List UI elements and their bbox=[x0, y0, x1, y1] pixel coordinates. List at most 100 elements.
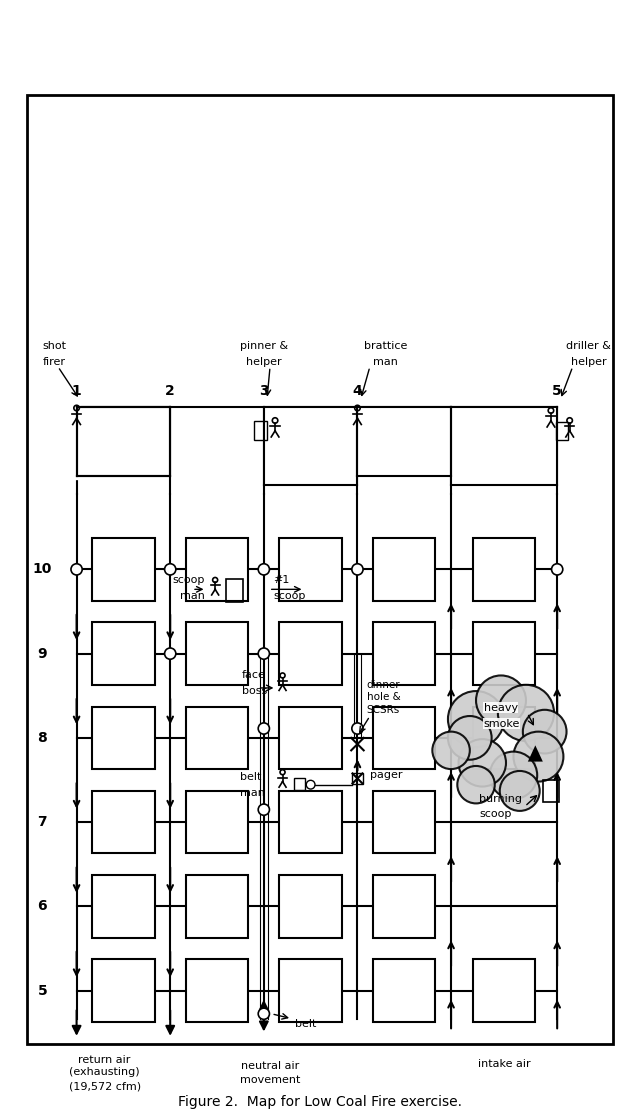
Circle shape bbox=[490, 751, 537, 799]
Text: belt: belt bbox=[240, 773, 262, 783]
Bar bbox=[77, 407, 170, 476]
Bar bbox=[186, 791, 248, 854]
Text: man: man bbox=[180, 591, 205, 601]
Text: shot: shot bbox=[42, 341, 67, 351]
Circle shape bbox=[513, 731, 563, 781]
Bar bbox=[473, 959, 535, 1022]
Bar bbox=[186, 959, 248, 1022]
Text: helper: helper bbox=[571, 356, 606, 366]
Text: 10: 10 bbox=[33, 563, 52, 576]
Text: firer: firer bbox=[42, 356, 65, 366]
Text: scoop: scoop bbox=[273, 591, 305, 601]
Bar bbox=[92, 959, 155, 1022]
Text: pager: pager bbox=[370, 770, 403, 780]
Circle shape bbox=[258, 648, 269, 659]
Text: 9: 9 bbox=[38, 647, 47, 660]
Bar bbox=[373, 538, 435, 601]
Bar bbox=[473, 623, 535, 685]
Bar bbox=[186, 707, 248, 769]
Text: belt: belt bbox=[295, 1019, 316, 1029]
Text: hole &: hole & bbox=[367, 693, 401, 703]
Bar bbox=[352, 773, 363, 784]
Circle shape bbox=[352, 564, 363, 575]
Bar bbox=[373, 791, 435, 854]
Circle shape bbox=[352, 723, 363, 734]
Bar bbox=[92, 623, 155, 685]
Circle shape bbox=[500, 771, 540, 811]
Circle shape bbox=[458, 739, 506, 787]
Text: heavy: heavy bbox=[484, 703, 518, 713]
Circle shape bbox=[164, 648, 176, 659]
Bar bbox=[280, 959, 342, 1022]
Text: face: face bbox=[242, 670, 266, 680]
Text: neutral air: neutral air bbox=[241, 1061, 299, 1071]
Bar bbox=[373, 959, 435, 1022]
Text: SCSRs: SCSRs bbox=[367, 705, 400, 715]
Bar bbox=[186, 875, 248, 938]
Bar bbox=[473, 538, 535, 601]
Bar bbox=[280, 875, 342, 938]
Text: 4: 4 bbox=[353, 384, 362, 397]
Bar bbox=[373, 707, 435, 769]
Text: 5: 5 bbox=[552, 384, 562, 397]
Bar bbox=[543, 779, 559, 801]
Circle shape bbox=[307, 780, 315, 789]
Bar bbox=[473, 707, 535, 769]
Circle shape bbox=[164, 564, 176, 575]
Text: #1: #1 bbox=[273, 575, 289, 585]
Bar bbox=[280, 538, 342, 601]
Bar bbox=[255, 421, 267, 440]
Text: man: man bbox=[240, 788, 265, 798]
Text: brattice: brattice bbox=[364, 341, 407, 351]
Bar bbox=[27, 95, 613, 1043]
Circle shape bbox=[448, 692, 504, 747]
Circle shape bbox=[458, 766, 495, 804]
Bar bbox=[373, 623, 435, 685]
Bar bbox=[92, 707, 155, 769]
Bar bbox=[227, 579, 243, 602]
Text: 1: 1 bbox=[72, 384, 81, 397]
Text: man: man bbox=[373, 356, 398, 366]
Circle shape bbox=[448, 716, 492, 759]
Circle shape bbox=[258, 723, 269, 734]
Circle shape bbox=[433, 731, 470, 769]
Text: intake air: intake air bbox=[478, 1059, 531, 1069]
Text: helper: helper bbox=[246, 356, 282, 366]
Text: smoke: smoke bbox=[484, 718, 520, 728]
Text: movement: movement bbox=[240, 1074, 300, 1084]
Polygon shape bbox=[528, 745, 543, 761]
Text: (19,572 cfm): (19,572 cfm) bbox=[68, 1081, 141, 1091]
Text: dinner: dinner bbox=[367, 679, 401, 689]
Circle shape bbox=[523, 709, 566, 754]
Circle shape bbox=[71, 564, 82, 575]
Text: pinner &: pinner & bbox=[240, 341, 288, 351]
Bar bbox=[280, 623, 342, 685]
Bar bbox=[556, 422, 568, 440]
Bar bbox=[451, 407, 557, 485]
Bar bbox=[280, 791, 342, 854]
Bar bbox=[92, 791, 155, 854]
Bar bbox=[264, 407, 358, 485]
Circle shape bbox=[258, 1008, 269, 1019]
Bar bbox=[358, 407, 451, 476]
Text: (exhausting): (exhausting) bbox=[69, 1068, 140, 1078]
Text: 3: 3 bbox=[259, 384, 269, 397]
Bar bbox=[373, 875, 435, 938]
Circle shape bbox=[498, 685, 554, 741]
Text: 8: 8 bbox=[37, 730, 47, 745]
Text: scoop: scoop bbox=[479, 809, 511, 819]
Circle shape bbox=[552, 564, 563, 575]
Bar bbox=[92, 538, 155, 601]
Text: scoop: scoop bbox=[172, 575, 205, 585]
Text: 6: 6 bbox=[38, 899, 47, 914]
Text: 2: 2 bbox=[165, 384, 175, 397]
Text: return air: return air bbox=[79, 1054, 131, 1064]
Circle shape bbox=[476, 676, 526, 726]
Text: 5: 5 bbox=[37, 983, 47, 998]
Text: burning: burning bbox=[479, 794, 522, 804]
Bar bbox=[280, 707, 342, 769]
Text: 7: 7 bbox=[38, 815, 47, 829]
Text: driller &: driller & bbox=[566, 341, 611, 351]
Circle shape bbox=[258, 804, 269, 815]
Bar bbox=[294, 778, 305, 789]
